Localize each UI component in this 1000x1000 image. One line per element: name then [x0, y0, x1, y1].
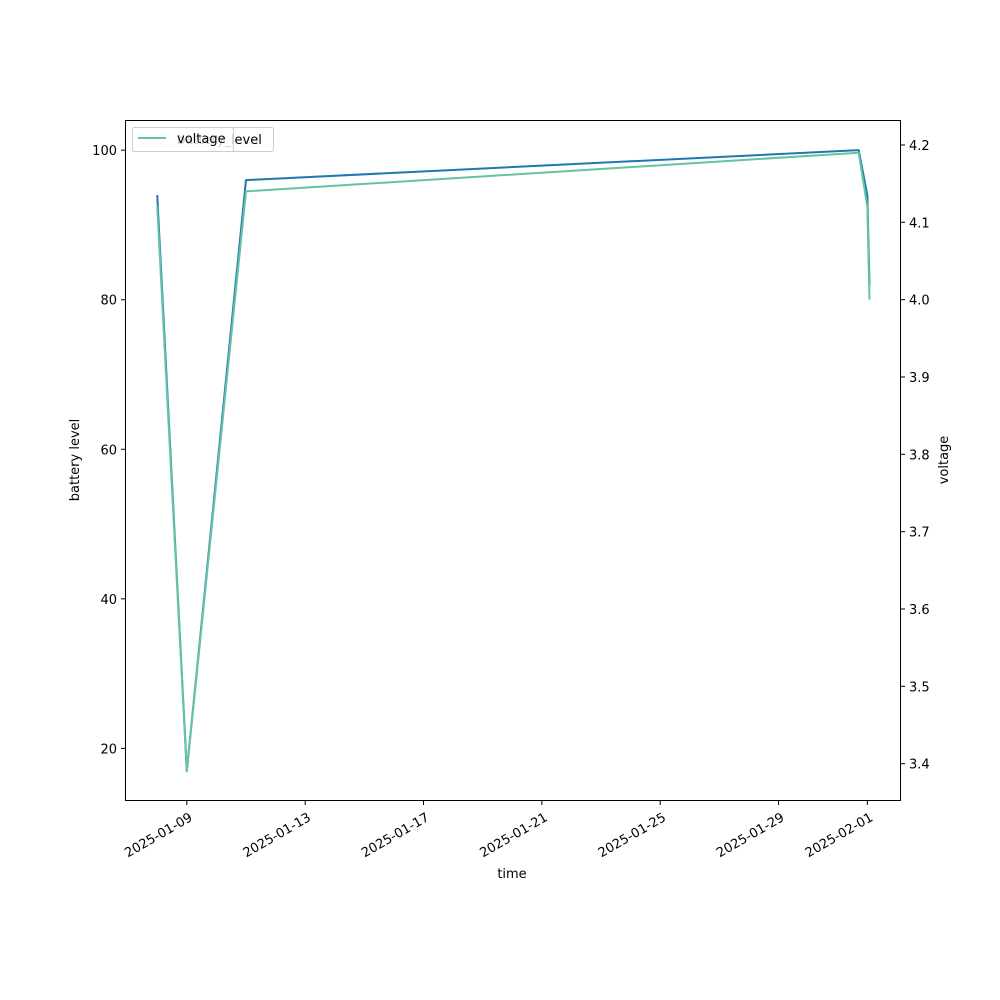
y-left-tick-label: 100	[92, 144, 117, 159]
legend-label-voltage: voltage	[177, 132, 226, 147]
y-axis-right: 3.4 3.5 3.6 3.7 3.8 3.9 4.0 4.1 4.2	[900, 139, 930, 773]
x-axis-label: time	[497, 867, 526, 882]
series-line-voltage	[156, 151, 871, 773]
plot-frame	[125, 120, 901, 801]
legend-box-front	[132, 127, 234, 152]
y-right-tick-label: 3.6	[909, 603, 930, 618]
y-axis-right-label: voltage	[937, 436, 952, 485]
y-right-tick-label: 3.9	[909, 371, 930, 386]
y-axis-left-label: battery level	[68, 419, 83, 502]
series-layer	[156, 149, 871, 773]
y-right-tick-label: 4.1	[909, 216, 930, 231]
y-right-tick-label: 3.4	[909, 758, 930, 773]
y-left-tick-label: 40	[100, 593, 117, 608]
y-right-tick-label: 4.0	[909, 294, 930, 309]
y-right-tick-label: 3.8	[909, 448, 930, 463]
y-left-tick-label: 20	[100, 742, 117, 757]
y-left-tick-label: 60	[100, 443, 117, 458]
y-left-tick-label: 80	[100, 294, 117, 309]
y-axis-left: 20 40 60 80 100	[92, 144, 126, 757]
legend: battery_level voltage	[132, 127, 274, 152]
y-right-tick-label: 4.2	[909, 139, 930, 154]
y-right-tick-label: 3.5	[909, 680, 930, 695]
y-right-tick-label: 3.7	[909, 526, 930, 541]
